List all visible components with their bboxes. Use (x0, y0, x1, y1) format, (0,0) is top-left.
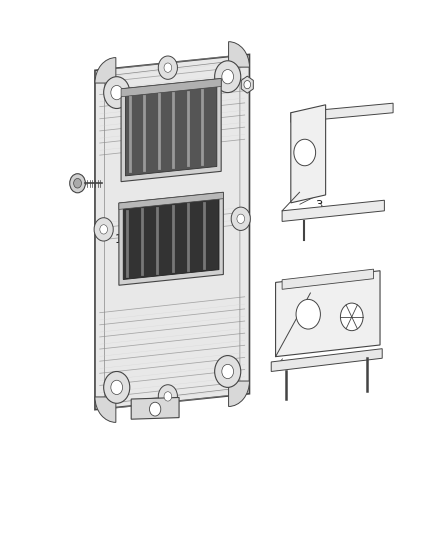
Text: 4: 4 (272, 361, 279, 374)
Wedge shape (95, 397, 116, 422)
Circle shape (222, 365, 233, 378)
Wedge shape (229, 42, 250, 67)
Circle shape (294, 139, 316, 166)
Polygon shape (276, 271, 380, 357)
Polygon shape (291, 103, 393, 122)
Polygon shape (271, 349, 382, 372)
Wedge shape (95, 58, 116, 83)
Circle shape (149, 402, 161, 416)
Circle shape (104, 372, 130, 403)
Circle shape (94, 217, 113, 241)
Polygon shape (95, 54, 250, 410)
Polygon shape (131, 398, 179, 419)
Polygon shape (123, 198, 219, 279)
Circle shape (237, 214, 244, 223)
Circle shape (164, 392, 172, 401)
Circle shape (74, 179, 81, 188)
Text: 2: 2 (224, 77, 231, 90)
Circle shape (244, 80, 251, 88)
Circle shape (296, 300, 321, 329)
Wedge shape (229, 381, 250, 407)
Circle shape (111, 380, 123, 394)
Polygon shape (291, 105, 325, 203)
Circle shape (215, 61, 241, 93)
Circle shape (158, 56, 177, 79)
Circle shape (222, 69, 233, 84)
Text: 5: 5 (74, 178, 81, 191)
Circle shape (231, 207, 251, 230)
Circle shape (104, 77, 130, 109)
Polygon shape (119, 192, 223, 285)
Circle shape (215, 356, 241, 387)
Circle shape (340, 303, 363, 330)
Circle shape (158, 385, 177, 408)
Circle shape (164, 63, 172, 72)
Text: 3: 3 (315, 199, 323, 212)
Polygon shape (241, 76, 253, 93)
Polygon shape (282, 269, 374, 289)
Polygon shape (282, 200, 385, 221)
Polygon shape (121, 78, 221, 97)
Circle shape (111, 85, 123, 100)
Text: 1: 1 (115, 233, 123, 246)
Polygon shape (119, 192, 223, 209)
Circle shape (70, 174, 85, 193)
Polygon shape (121, 78, 221, 182)
Polygon shape (125, 84, 217, 176)
Circle shape (100, 225, 107, 234)
